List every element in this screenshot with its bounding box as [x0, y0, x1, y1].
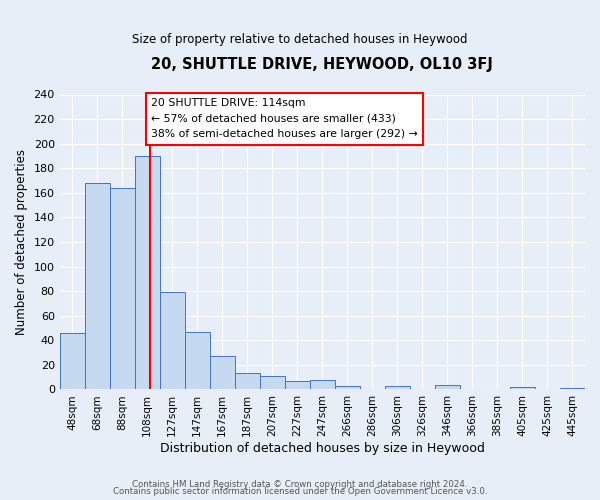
- Bar: [335, 386, 360, 390]
- Bar: [310, 380, 335, 390]
- Bar: [135, 156, 160, 390]
- Bar: [510, 387, 535, 390]
- Bar: [160, 292, 185, 390]
- Bar: [110, 188, 135, 390]
- Text: Contains public sector information licensed under the Open Government Licence v3: Contains public sector information licen…: [113, 488, 487, 496]
- Text: 20 SHUTTLE DRIVE: 114sqm
← 57% of detached houses are smaller (433)
38% of semi-: 20 SHUTTLE DRIVE: 114sqm ← 57% of detach…: [151, 98, 418, 140]
- Bar: [285, 381, 310, 390]
- Bar: [385, 386, 410, 390]
- Bar: [435, 384, 460, 390]
- X-axis label: Distribution of detached houses by size in Heywood: Distribution of detached houses by size …: [160, 442, 485, 455]
- Bar: [85, 183, 110, 390]
- Bar: [235, 374, 260, 390]
- Text: Size of property relative to detached houses in Heywood: Size of property relative to detached ho…: [132, 32, 468, 46]
- Bar: [210, 356, 235, 390]
- Y-axis label: Number of detached properties: Number of detached properties: [15, 149, 28, 335]
- Bar: [59, 333, 85, 390]
- Bar: [560, 388, 585, 390]
- Text: Contains HM Land Registry data © Crown copyright and database right 2024.: Contains HM Land Registry data © Crown c…: [132, 480, 468, 489]
- Bar: [260, 376, 285, 390]
- Bar: [185, 332, 210, 390]
- Title: 20, SHUTTLE DRIVE, HEYWOOD, OL10 3FJ: 20, SHUTTLE DRIVE, HEYWOOD, OL10 3FJ: [151, 58, 493, 72]
